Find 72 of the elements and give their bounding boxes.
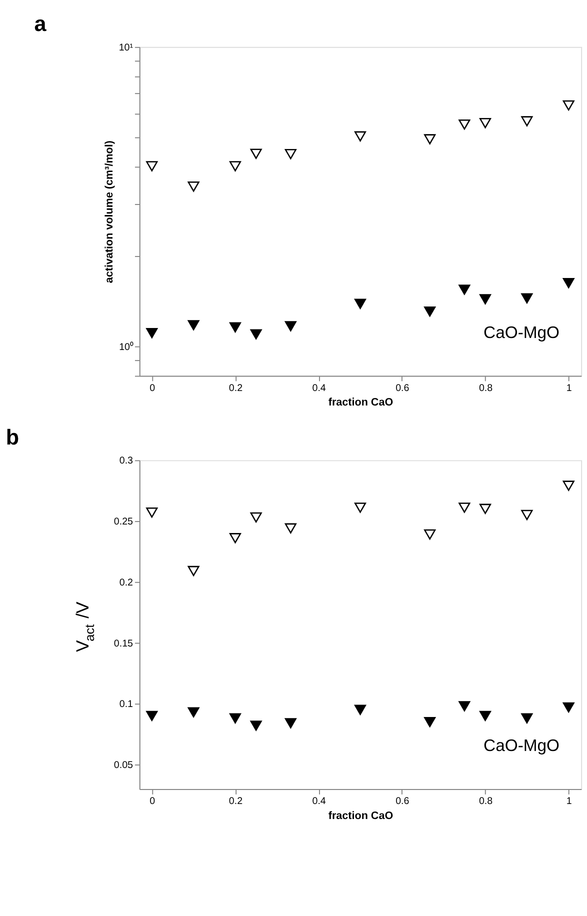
point <box>562 480 574 491</box>
y-tick-label: 10⁰ <box>119 341 134 354</box>
point <box>521 293 533 304</box>
x-tick-label: 0 <box>150 382 156 394</box>
point <box>188 182 200 192</box>
point <box>458 119 470 130</box>
point <box>229 533 242 544</box>
y-tick-label: 0.2 <box>119 577 134 588</box>
x-tick-label: 0 <box>150 796 156 808</box>
x-tick-label: 0.6 <box>396 796 410 808</box>
point <box>229 322 242 332</box>
point <box>146 507 158 518</box>
point <box>521 510 533 520</box>
point <box>284 523 296 534</box>
point <box>424 716 436 728</box>
x-tick-label: 0.4 <box>312 382 326 394</box>
point <box>479 504 492 514</box>
point <box>562 278 574 288</box>
point <box>562 702 574 713</box>
x-tick-label: 0.2 <box>228 796 243 808</box>
y-tick-label: 0.1 <box>119 699 134 710</box>
y-tick-label: 0.15 <box>114 638 134 650</box>
point <box>479 294 492 304</box>
point <box>479 710 492 722</box>
annotation: CaO-MgO <box>484 736 560 756</box>
x-tick-label: 0.4 <box>312 796 326 808</box>
point <box>250 148 262 159</box>
point <box>188 320 200 330</box>
y-tick-label: 0.25 <box>114 516 134 528</box>
chart-title: a <box>34 11 48 36</box>
x-axis-title: fraction CaO <box>328 396 394 409</box>
point <box>424 529 436 540</box>
point <box>229 713 242 724</box>
point <box>479 118 492 128</box>
point <box>354 298 366 309</box>
x-tick-label: 0.6 <box>396 382 410 394</box>
chart-title: b <box>6 424 20 450</box>
point <box>562 100 574 111</box>
x-tick-label: 1 <box>566 796 572 808</box>
point <box>458 502 470 513</box>
point <box>284 321 296 332</box>
y-tick-label: 0.05 <box>114 760 134 772</box>
point <box>188 707 200 718</box>
point <box>521 713 533 724</box>
point <box>458 284 470 295</box>
point <box>229 161 242 172</box>
point <box>284 718 296 728</box>
x-tick-label: 0.8 <box>478 796 494 808</box>
point <box>250 329 262 340</box>
y-tick-label: 10¹ <box>118 42 134 54</box>
point <box>250 720 262 731</box>
x-axis-title: fraction CaO <box>328 810 394 822</box>
point <box>146 710 158 722</box>
point <box>424 134 436 144</box>
point <box>354 502 366 513</box>
x-tick-label: 0.2 <box>228 382 243 394</box>
y-axis-title: activation volume (cm³/mol) <box>103 140 116 284</box>
y-tick-label: 0.3 <box>119 456 134 467</box>
point <box>458 701 470 712</box>
x-tick-label: 1 <box>566 382 572 394</box>
point <box>284 149 296 160</box>
point <box>146 161 158 172</box>
point <box>521 116 533 126</box>
point <box>188 566 200 576</box>
annotation: CaO-MgO <box>484 322 560 342</box>
x-tick-label: 0.8 <box>478 382 494 394</box>
point <box>250 512 262 523</box>
y-axis-title: Vact/V <box>72 602 98 652</box>
point <box>354 704 366 715</box>
point <box>424 306 436 317</box>
point <box>354 131 366 142</box>
point <box>146 328 158 338</box>
